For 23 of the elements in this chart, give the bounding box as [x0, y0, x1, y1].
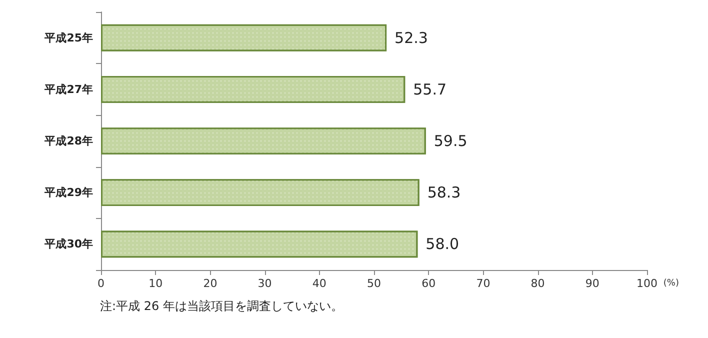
x-tick-label: 100 — [636, 277, 658, 290]
x-tick-label: 70 — [476, 277, 490, 290]
x-tick-label: 10 — [148, 277, 163, 290]
data-label: 55.7 — [413, 80, 447, 98]
x-axis-title: (%) — [663, 278, 679, 288]
y-tick-label: 平成27年 — [44, 82, 93, 96]
data-label: 58.0 — [426, 235, 460, 254]
x-tick-label: 0 — [98, 277, 104, 290]
x-tick-label: 30 — [258, 277, 272, 290]
y-tick-label: 平成30年 — [44, 238, 93, 251]
x-tick-label: 50 — [367, 277, 381, 290]
x-tick-label: 20 — [203, 277, 218, 290]
y-tick-label: 平成28年 — [44, 134, 93, 148]
y-tick-label: 平成29年 — [44, 186, 93, 200]
x-tick-label: 80 — [530, 277, 545, 290]
x-tick-label: 60 — [422, 277, 436, 290]
y-tick-label: 平成25年 — [44, 31, 93, 44]
text: 注:平成 26 年は当該項目を調査していない。 — [100, 299, 343, 313]
x-tick-label: 90 — [585, 277, 600, 290]
data-label: 59.5 — [434, 132, 468, 150]
data-label: 52.3 — [394, 28, 428, 47]
x-tick-label: 40 — [312, 277, 326, 290]
data-label: 58.3 — [427, 184, 461, 202]
